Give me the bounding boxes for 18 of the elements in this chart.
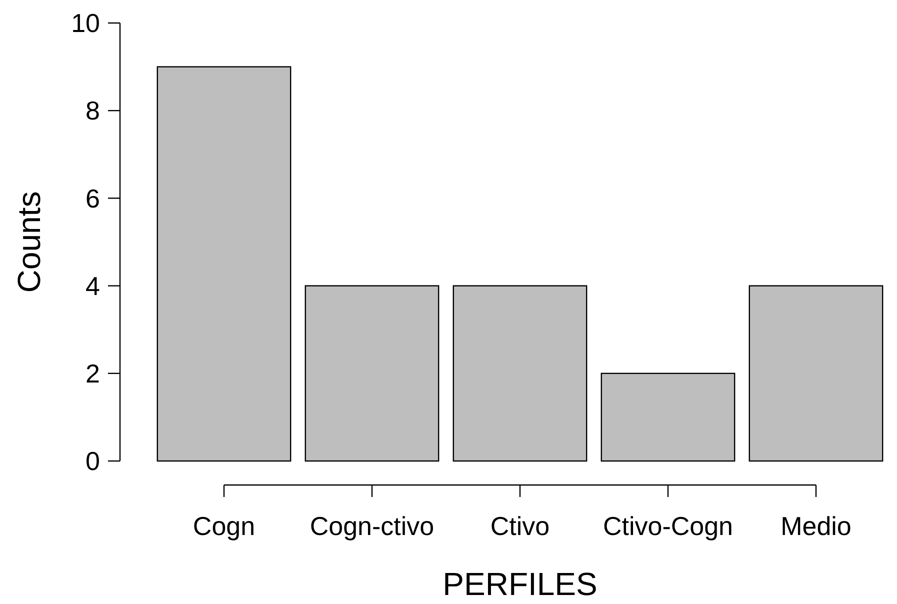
y-tick-label: 2	[86, 358, 100, 388]
y-tick-label: 6	[86, 183, 100, 214]
x-tick-label: Cogn	[192, 511, 256, 541]
bar	[304, 285, 440, 462]
x-tick-label: Ctivo	[490, 511, 550, 541]
bar	[600, 372, 736, 462]
y-axis-title: Counts	[11, 191, 47, 293]
y-tick-label: 4	[86, 270, 100, 301]
bar	[452, 285, 588, 462]
x-axis-title: PERFILES	[442, 566, 598, 602]
x-tick-label: Cogn-ctivo	[310, 511, 434, 541]
y-tick-label: 0	[86, 446, 100, 476]
x-tick-label: Ctivo-Cogn	[602, 511, 734, 541]
x-tick-label: Medio	[780, 511, 852, 541]
y-tick-label: 10	[71, 8, 100, 38]
bar	[156, 66, 292, 462]
y-tick-label: 8	[86, 96, 100, 126]
bar	[748, 285, 884, 462]
